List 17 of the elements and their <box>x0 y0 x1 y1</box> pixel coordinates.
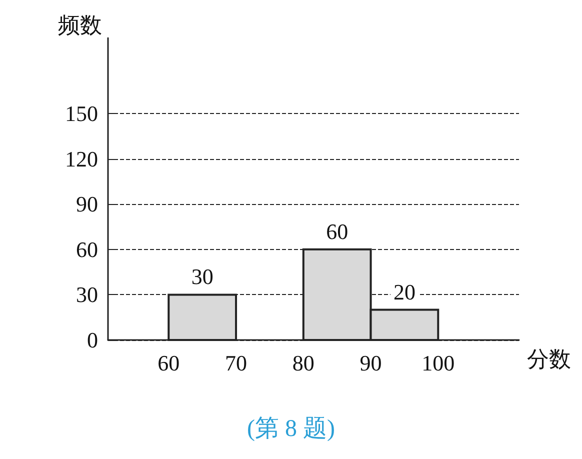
x-tick-label: 70 <box>225 350 248 376</box>
x-tick-label: 80 <box>292 350 314 376</box>
text: (第 8 题) <box>247 416 335 442</box>
y-tick-label: 90 <box>76 192 98 217</box>
x-tick-label: 60 <box>158 350 180 376</box>
x-axis-title: 分数 <box>527 346 571 372</box>
data-label: 20 <box>393 279 416 304</box>
y-tick-label: 120 <box>65 146 98 172</box>
x-tick-label: 100 <box>422 350 455 376</box>
y-tick-label: 60 <box>76 236 98 262</box>
data-label: 60 <box>326 218 348 244</box>
data-label: 30 <box>191 264 214 290</box>
y-tick-label: 30 <box>76 282 98 308</box>
y-tick-label: 150 <box>65 101 98 126</box>
y-tick-label: 0 <box>87 328 98 352</box>
x-tick-label: 90 <box>360 350 382 376</box>
y-axis-title: 频数 <box>58 12 102 38</box>
